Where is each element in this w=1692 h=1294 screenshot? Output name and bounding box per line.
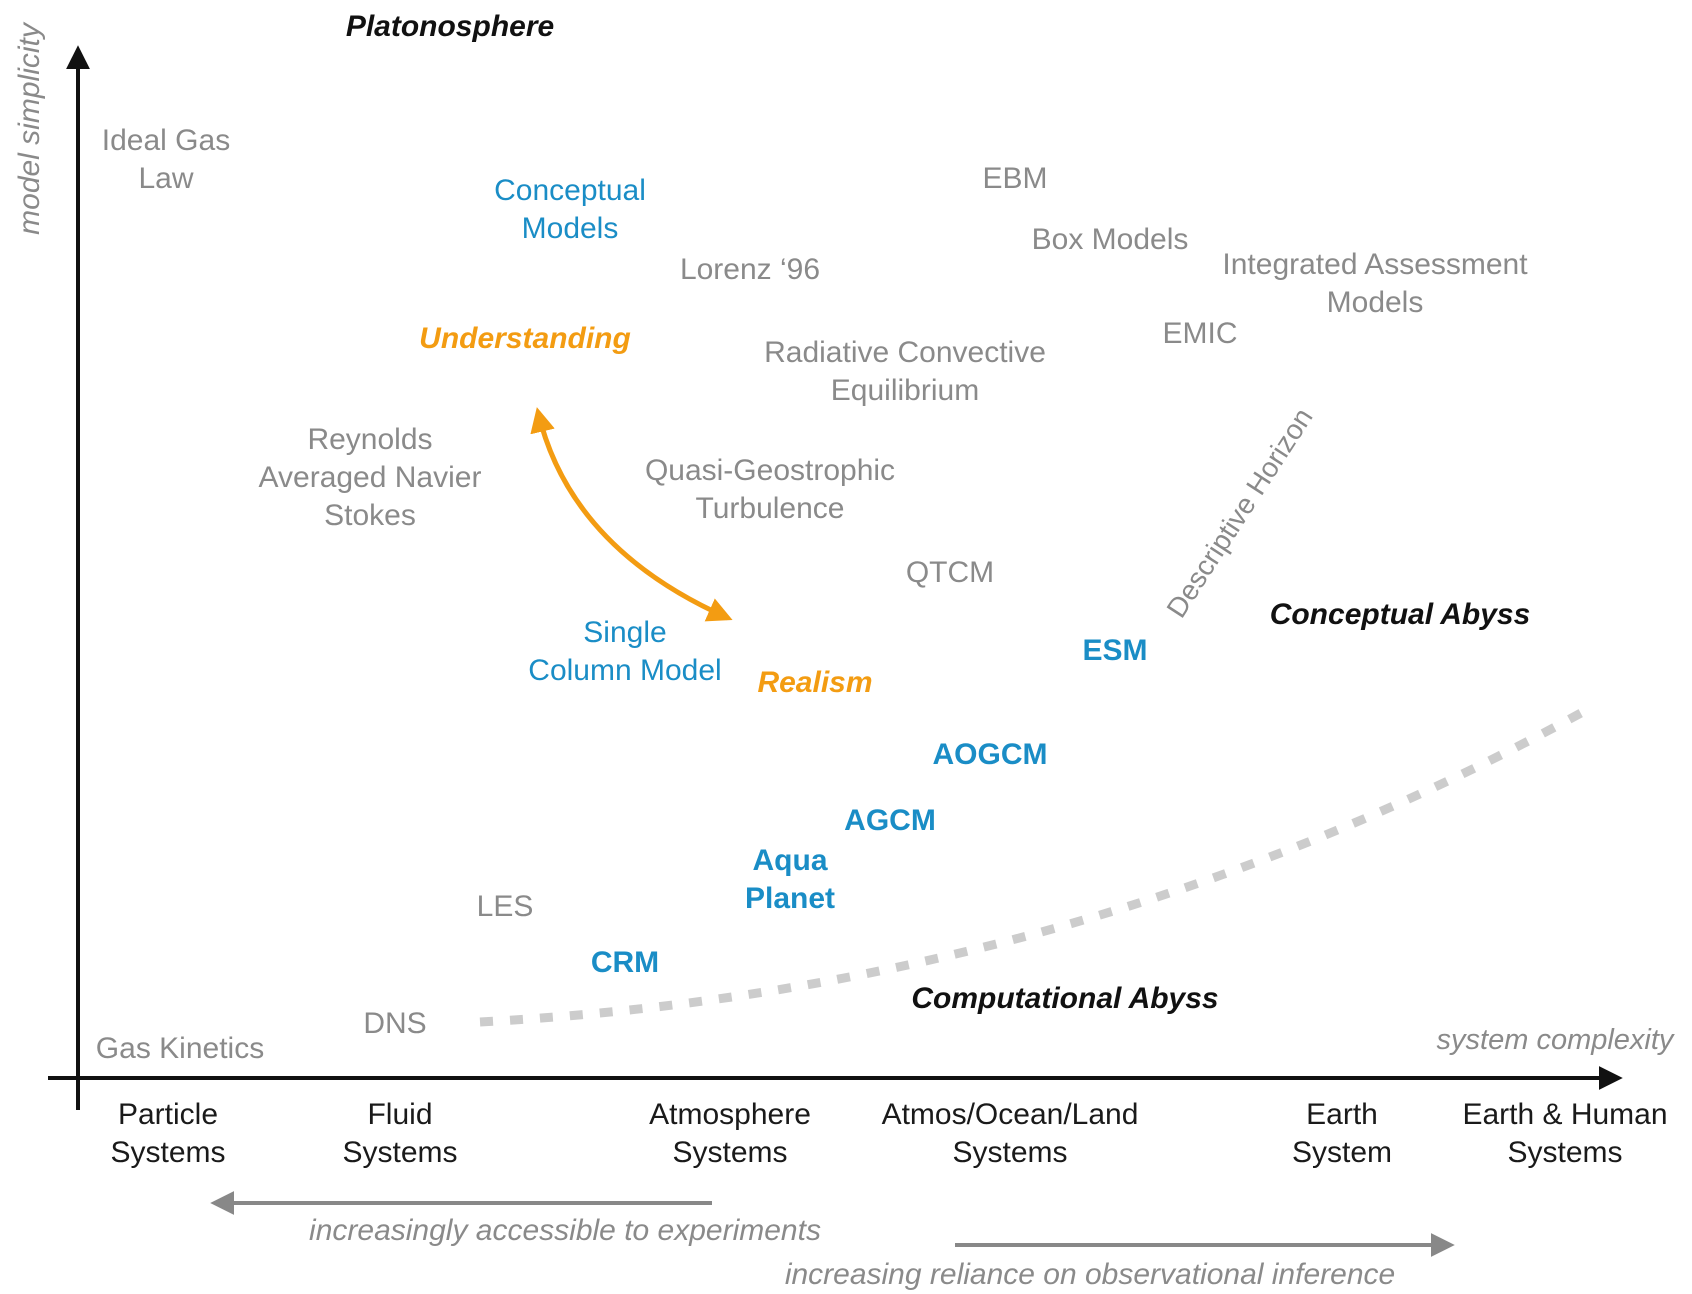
x-category-fluid: Fluid Systems (342, 1098, 458, 1169)
understanding-label: Understanding (419, 322, 631, 355)
qtcm-label: QTCM (905, 556, 995, 589)
aogcm-label: AOGCM (932, 738, 1048, 771)
rans-label: Reynolds Averaged Navier Stokes (258, 423, 482, 532)
esm-label: ESM (1082, 634, 1148, 667)
dns-label: DNS (363, 1007, 427, 1040)
box-models-label: Box Models (1031, 223, 1189, 256)
crm-label: CRM (590, 946, 660, 979)
computational-abyss-label: Computational Abyss (911, 982, 1219, 1015)
single-column-model-label: Single Column Model (528, 616, 722, 687)
realism-label: Realism (757, 666, 873, 699)
x-category-atmosphere: Atmosphere Systems (649, 1098, 811, 1169)
les-label: LES (476, 890, 534, 923)
qg-turbulence-label: Quasi-Geostrophic Turbulence (644, 454, 896, 525)
x-category-earth: Earth System (1291, 1098, 1393, 1169)
integrated-assessment-models-label: Integrated Assessment Models (1222, 248, 1528, 319)
conceptual-abyss-label: Conceptual Abyss (1269, 598, 1531, 631)
ebm-label: EBM (982, 162, 1048, 195)
ideal-gas-law-label: Ideal Gas Law (101, 124, 231, 195)
gas-kinetics-label: Gas Kinetics (95, 1032, 265, 1065)
experiments-note: increasingly accessible to experiments (309, 1214, 821, 1247)
observation-note: increasing reliance on observational inf… (784, 1258, 1396, 1291)
platonosphere-label: Platonosphere (345, 10, 555, 43)
x-axis-label: system complexity (1436, 1024, 1674, 1056)
rce-label: Radiative Convective Equilibrium (764, 336, 1046, 407)
emic-label: EMIC (1162, 317, 1238, 350)
tradeoff-arrow (530, 407, 733, 622)
lorenz-96-label: Lorenz ‘96 (679, 253, 821, 286)
x-category-particle: Particle Systems (110, 1098, 226, 1169)
conceptual-models-label: Conceptual Models (494, 174, 646, 245)
aqua-planet-label: Aqua Planet (744, 844, 836, 915)
agcm-label: AGCM (844, 804, 936, 837)
y-axis-label: model simplicity (13, 23, 46, 235)
x-category-earth-human: Earth & Human Systems (1462, 1098, 1668, 1169)
computational-abyss-boundary (479, 704, 1593, 1027)
x-category-atmos-ocean-land: Atmos/Ocean/Land Systems (881, 1098, 1139, 1169)
